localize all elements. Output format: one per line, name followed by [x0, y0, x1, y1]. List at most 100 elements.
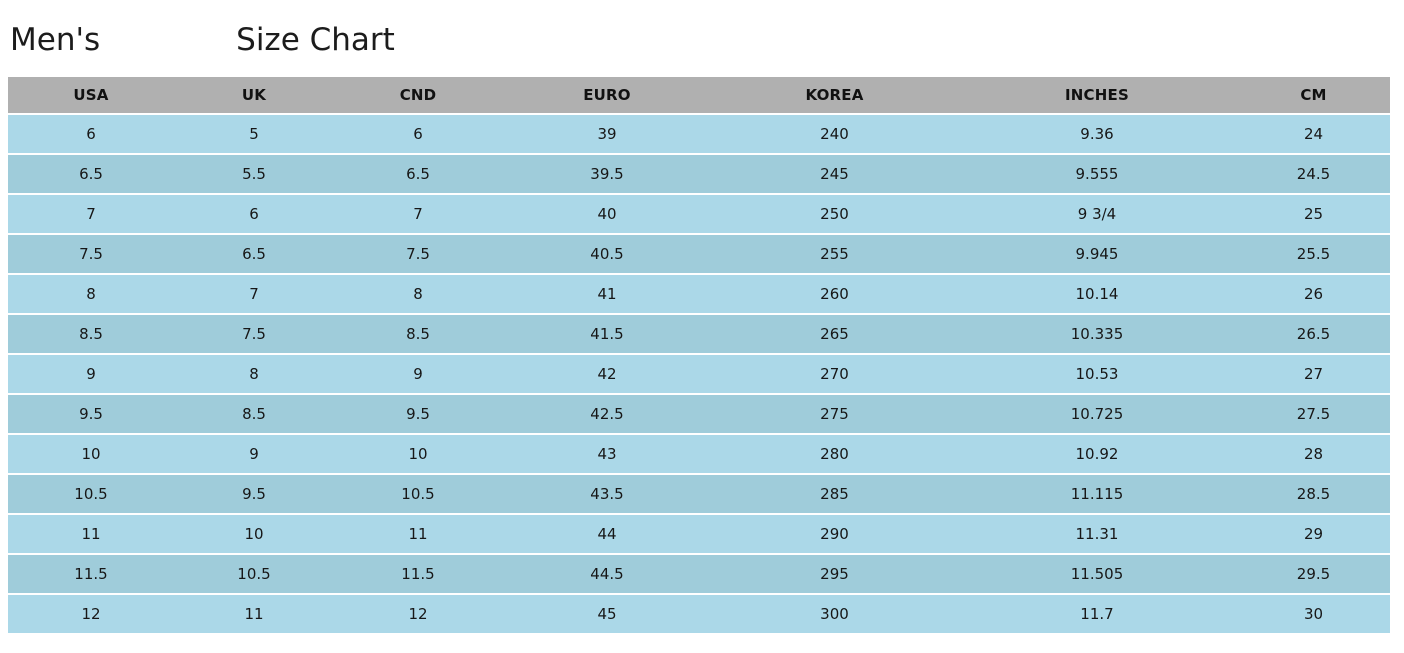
cell-inches: 10.14	[957, 275, 1237, 313]
cell-cnd: 9	[334, 355, 502, 393]
cell-usa: 11	[8, 515, 174, 553]
cell-inches: 11.7	[957, 595, 1237, 633]
cell-usa: 10	[8, 435, 174, 473]
size-chart-table: USA UK CND EURO KOREA INCHES CM 6 5 6 39 240 9.36 24…	[8, 75, 1390, 635]
cell-usa: 7	[8, 195, 174, 233]
cell-korea: 240	[712, 115, 957, 153]
cell-cm: 27	[1237, 355, 1390, 393]
cell-uk: 6	[174, 195, 334, 233]
cell-cnd: 9.5	[334, 395, 502, 433]
column-header-usa: USA	[8, 77, 174, 113]
column-header-uk: UK	[174, 77, 334, 113]
cell-korea: 275	[712, 395, 957, 433]
cell-inches: 11.31	[957, 515, 1237, 553]
redacted-brand-name	[100, 23, 237, 57]
cell-cnd: 10	[334, 435, 502, 473]
cell-korea: 300	[712, 595, 957, 633]
table-row: 9.5 8.5 9.5 42.5 275 10.725 27.5	[8, 395, 1390, 433]
cell-cm: 25.5	[1237, 235, 1390, 273]
cell-uk: 7.5	[174, 315, 334, 353]
cell-uk: 10.5	[174, 555, 334, 593]
cell-usa: 9	[8, 355, 174, 393]
page-title-suffix: Size Chart	[236, 21, 395, 58]
cell-korea: 285	[712, 475, 957, 513]
cell-uk: 7	[174, 275, 334, 313]
cell-inches: 11.115	[957, 475, 1237, 513]
cell-euro: 42	[502, 355, 712, 393]
cell-euro: 39	[502, 115, 712, 153]
cell-cm: 25	[1237, 195, 1390, 233]
cell-korea: 270	[712, 355, 957, 393]
size-chart-container: USA UK CND EURO KOREA INCHES CM 6 5 6 39 240 9.36 24…	[8, 75, 1390, 635]
cell-usa: 6	[8, 115, 174, 153]
cell-cnd: 10.5	[334, 475, 502, 513]
table-row: 6.5 5.5 6.5 39.5 245 9.555 24.5	[8, 155, 1390, 193]
cell-euro: 41.5	[502, 315, 712, 353]
cell-usa: 6.5	[8, 155, 174, 193]
cell-euro: 44.5	[502, 555, 712, 593]
cell-usa: 7.5	[8, 235, 174, 273]
cell-uk: 11	[174, 595, 334, 633]
cell-cm: 29	[1237, 515, 1390, 553]
table-body: 6 5 6 39 240 9.36 24 6.5 5.5 6.5 39.5 245 9.555 24.5 7…	[8, 115, 1390, 633]
cell-cnd: 7	[334, 195, 502, 233]
table-row: 8 7 8 41 260 10.14 26	[8, 275, 1390, 313]
cell-cm: 28.5	[1237, 475, 1390, 513]
column-header-inches: INCHES	[957, 77, 1237, 113]
column-header-cm: CM	[1237, 77, 1390, 113]
cell-cm: 26	[1237, 275, 1390, 313]
cell-cnd: 11.5	[334, 555, 502, 593]
table-row: 8.5 7.5 8.5 41.5 265 10.335 26.5	[8, 315, 1390, 353]
cell-euro: 43.5	[502, 475, 712, 513]
table-row: 12 11 12 45 300 11.7 30	[8, 595, 1390, 633]
cell-usa: 9.5	[8, 395, 174, 433]
cell-korea: 295	[712, 555, 957, 593]
cell-euro: 39.5	[502, 155, 712, 193]
cell-korea: 280	[712, 435, 957, 473]
cell-inches: 10.335	[957, 315, 1237, 353]
cell-korea: 290	[712, 515, 957, 553]
cell-usa: 11.5	[8, 555, 174, 593]
cell-euro: 40	[502, 195, 712, 233]
cell-cnd: 6.5	[334, 155, 502, 193]
cell-uk: 6.5	[174, 235, 334, 273]
cell-euro: 40.5	[502, 235, 712, 273]
table-row: 11 10 11 44 290 11.31 29	[8, 515, 1390, 553]
page-title-prefix: Men's	[10, 21, 101, 58]
cell-usa: 12	[8, 595, 174, 633]
cell-inches: 10.725	[957, 395, 1237, 433]
cell-korea: 250	[712, 195, 957, 233]
cell-usa: 10.5	[8, 475, 174, 513]
cell-cnd: 11	[334, 515, 502, 553]
cell-cm: 30	[1237, 595, 1390, 633]
cell-euro: 43	[502, 435, 712, 473]
table-row: 7.5 6.5 7.5 40.5 255 9.945 25.5	[8, 235, 1390, 273]
table-row: 11.5 10.5 11.5 44.5 295 11.505 29.5	[8, 555, 1390, 593]
cell-inches: 9 3/4	[957, 195, 1237, 233]
cell-uk: 9	[174, 435, 334, 473]
cell-uk: 5.5	[174, 155, 334, 193]
cell-cm: 28	[1237, 435, 1390, 473]
column-header-cnd: CND	[334, 77, 502, 113]
cell-inches: 10.92	[957, 435, 1237, 473]
column-header-korea: KOREA	[712, 77, 957, 113]
cell-inches: 10.53	[957, 355, 1237, 393]
cell-euro: 44	[502, 515, 712, 553]
cell-cnd: 7.5	[334, 235, 502, 273]
cell-korea: 260	[712, 275, 957, 313]
cell-cnd: 6	[334, 115, 502, 153]
table-header: USA UK CND EURO KOREA INCHES CM	[8, 77, 1390, 113]
cell-inches: 9.555	[957, 155, 1237, 193]
cell-cnd: 8	[334, 275, 502, 313]
cell-cm: 24	[1237, 115, 1390, 153]
cell-cm: 27.5	[1237, 395, 1390, 433]
cell-cm: 26.5	[1237, 315, 1390, 353]
page-title: Men's Size Chart	[10, 17, 395, 63]
cell-cm: 29.5	[1237, 555, 1390, 593]
cell-uk: 9.5	[174, 475, 334, 513]
cell-usa: 8.5	[8, 315, 174, 353]
cell-korea: 255	[712, 235, 957, 273]
cell-uk: 10	[174, 515, 334, 553]
cell-korea: 265	[712, 315, 957, 353]
table-row: 10 9 10 43 280 10.92 28	[8, 435, 1390, 473]
